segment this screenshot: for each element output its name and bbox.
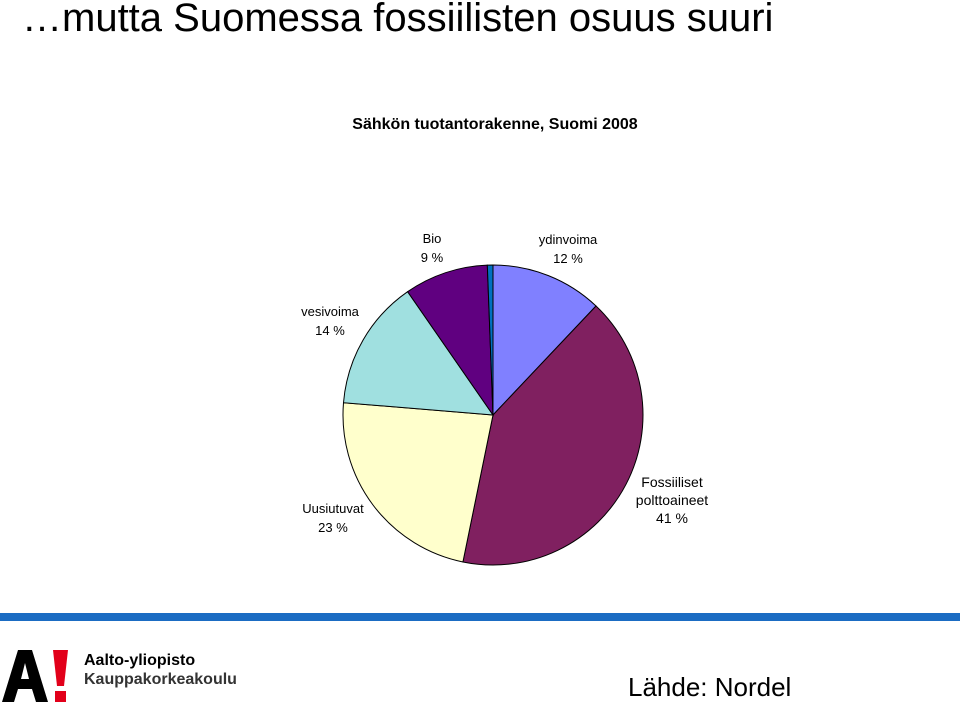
slide-title: …mutta Suomessa fossiilisten osuus suuri — [22, 0, 774, 40]
pie-slice-label-4: Bio 9 % — [421, 231, 444, 265]
pie-slice-4 — [406, 264, 494, 417]
organization-name: Aalto-yliopisto Kauppakorkeakoulu — [84, 651, 237, 689]
pie-slice-label-3: vesivoima 14 % — [301, 304, 360, 338]
pie-slice-1 — [462, 305, 644, 566]
pie-chart: ydinvoima 12 % Fossiiliset polttoaineet 41 %… — [301, 231, 709, 566]
aalto-logo — [2, 650, 68, 702]
org-name-line1: Aalto-yliopisto — [84, 652, 196, 669]
pie-slice-0 — [492, 264, 597, 417]
chart-title: Sähkön tuotantorakenne, Suomi 2008 — [352, 116, 638, 133]
pie-slice-label-1: Fossiiliset polttoaineet 41 % — [636, 474, 709, 526]
pie-slice-3 — [342, 290, 495, 416]
source-note: Lähde: Nordel — [628, 672, 792, 702]
org-name-line2: Kauppakorkeakoulu — [84, 671, 237, 688]
pie-slice-label-0: ydinvoima 12 % — [539, 232, 598, 266]
pie-slice-label-2: Uusiutuvat 23 % — [302, 501, 364, 535]
pie-slice-5 — [486, 264, 494, 416]
footer-divider — [0, 613, 960, 621]
pie-slice-2 — [342, 402, 494, 563]
